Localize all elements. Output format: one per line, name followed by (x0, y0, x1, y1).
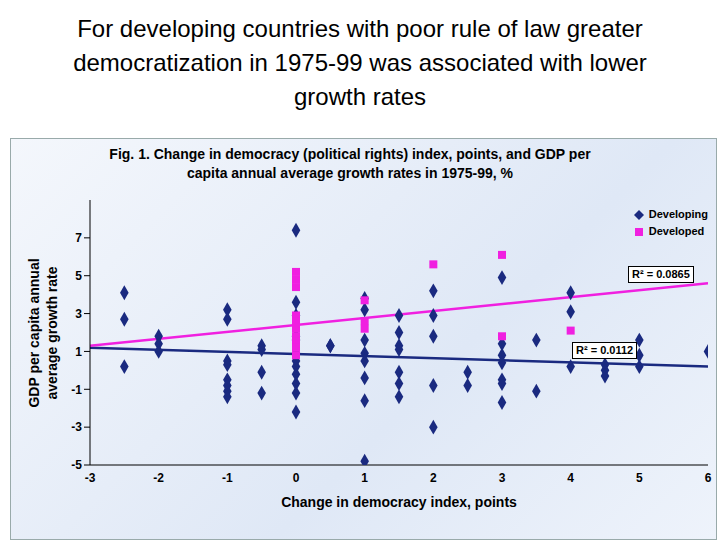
svg-text:6: 6 (705, 471, 712, 485)
html-text:For developing countries with: For developing countries with poor rule … (73, 15, 647, 110)
svg-text:7: 7 (75, 231, 82, 245)
svg-text:5: 5 (636, 471, 643, 485)
svg-text:-1: -1 (71, 383, 82, 397)
html-text:GDP per capita annual average: GDP per capita annual average growth rat… (26, 258, 60, 408)
svg-text:-1: -1 (222, 471, 233, 485)
html-text:Developed: Developed (648, 225, 705, 237)
svg-text:-3: -3 (71, 420, 82, 434)
html-text:Developing: Developing (648, 208, 708, 220)
svg-text:4: 4 (567, 471, 574, 485)
svg-text:3: 3 (499, 471, 506, 485)
svg-text:Change in democracy index, poi: Change in democracy index, points (281, 494, 517, 510)
svg-text:-3: -3 (85, 471, 96, 485)
svg-text:5: 5 (75, 269, 82, 283)
html-text:R² = 0.0865: R² = 0.0865 (632, 268, 690, 280)
svg-text:0: 0 (293, 471, 300, 485)
svg-text:-2: -2 (153, 471, 164, 485)
html-text:R² = 0.0112: R² = 0.0112 (576, 344, 634, 356)
svg-text:3: 3 (75, 307, 82, 321)
svg-text:1: 1 (75, 345, 82, 359)
svg-text:1: 1 (361, 471, 368, 485)
svg-text:-5: -5 (71, 458, 82, 472)
svg-text:2: 2 (430, 471, 437, 485)
html-text:Fig. 1. Change in democracy (p: Fig. 1. Change in democracy (political r… (109, 146, 591, 181)
